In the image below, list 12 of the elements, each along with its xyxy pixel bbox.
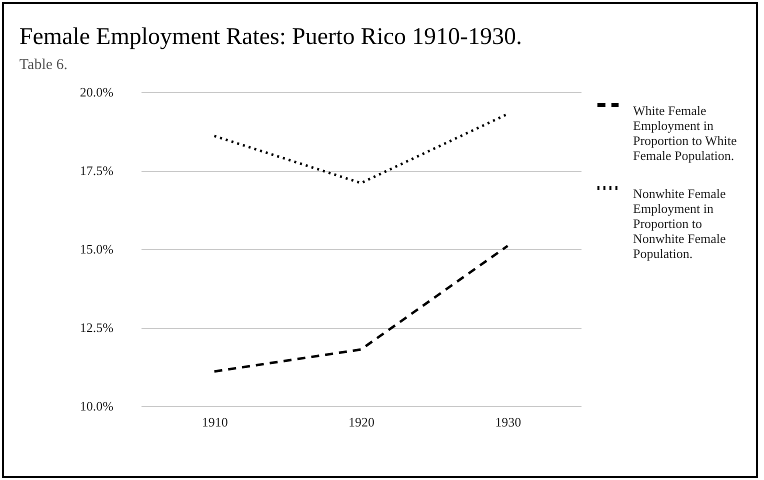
y-tick-label: 10.0% bbox=[80, 398, 114, 414]
chart-subtitle: Table 6. bbox=[19, 57, 68, 73]
y-tick-label: 20.0% bbox=[80, 84, 114, 100]
chart-title: Female Employment Rates: Puerto Rico 1910-1930. bbox=[19, 24, 522, 50]
legend-label: Nonwhite Female Employment in Proportion to Nonwhite Female Population. bbox=[633, 186, 726, 261]
legend-label: White Female Employment in Proportion to White Female Population. bbox=[633, 103, 737, 163]
y-tick-label: 15.0% bbox=[80, 242, 114, 256]
x-tick-label: 1930 bbox=[495, 414, 522, 430]
x-tick-label: 1910 bbox=[202, 414, 228, 430]
y-tick-label: 12.5% bbox=[80, 320, 114, 335]
y-tick-label: 17.5% bbox=[80, 163, 114, 178]
x-tick-label: 1920 bbox=[348, 414, 374, 430]
